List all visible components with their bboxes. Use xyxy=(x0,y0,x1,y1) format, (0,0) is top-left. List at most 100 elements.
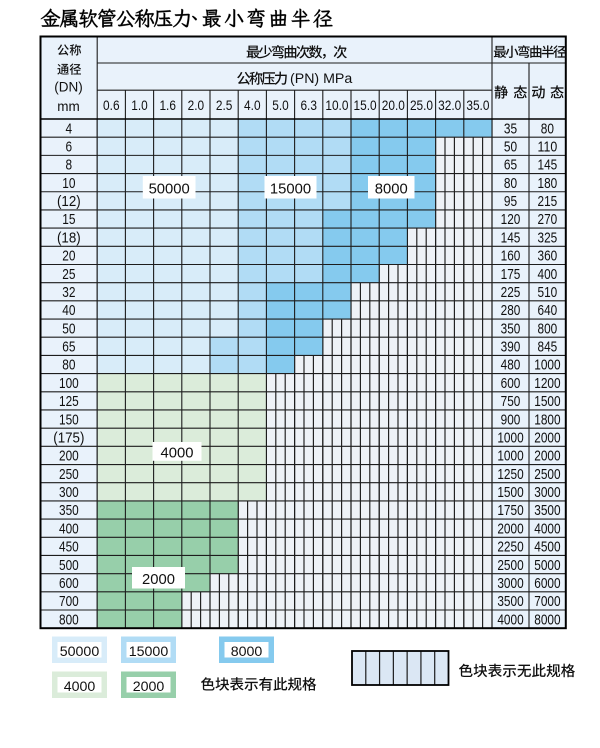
svg-text:8000: 8000 xyxy=(375,181,408,197)
svg-text:750: 750 xyxy=(501,394,521,410)
svg-text:5.0: 5.0 xyxy=(272,98,289,113)
svg-text:1250: 1250 xyxy=(497,467,523,483)
svg-text:500: 500 xyxy=(59,558,79,574)
svg-text:7000: 7000 xyxy=(534,594,560,610)
svg-text:110: 110 xyxy=(538,139,558,155)
svg-text:95: 95 xyxy=(504,194,517,210)
svg-text:360: 360 xyxy=(538,249,558,265)
svg-text:50000: 50000 xyxy=(60,644,100,660)
svg-text:1800: 1800 xyxy=(534,412,560,428)
svg-text:(175): (175) xyxy=(53,430,84,446)
svg-text:2500: 2500 xyxy=(534,467,560,483)
svg-text:(PN) MPa: (PN) MPa xyxy=(290,71,352,87)
svg-text:600: 600 xyxy=(59,576,79,592)
svg-text:2500: 2500 xyxy=(497,558,523,574)
svg-text:150: 150 xyxy=(59,412,79,428)
svg-text:1500: 1500 xyxy=(497,485,523,501)
svg-text:1000: 1000 xyxy=(497,449,523,465)
svg-text:510: 510 xyxy=(538,285,558,301)
svg-text:250: 250 xyxy=(59,467,79,483)
svg-text:8000: 8000 xyxy=(534,612,560,628)
svg-text:3000: 3000 xyxy=(534,485,560,501)
svg-text:175: 175 xyxy=(501,267,521,283)
svg-text:(18): (18) xyxy=(57,230,81,246)
svg-text:4500: 4500 xyxy=(534,540,560,556)
svg-text:1000: 1000 xyxy=(497,430,523,446)
svg-text:700: 700 xyxy=(59,594,79,610)
svg-text:1.6: 1.6 xyxy=(159,98,176,113)
svg-text:2000: 2000 xyxy=(133,679,165,695)
svg-text:1200: 1200 xyxy=(534,376,560,392)
svg-text:80: 80 xyxy=(62,358,75,374)
svg-text:1500: 1500 xyxy=(534,394,560,410)
svg-text:3500: 3500 xyxy=(534,503,560,519)
svg-text:100: 100 xyxy=(59,376,79,392)
svg-text:325: 325 xyxy=(538,230,558,246)
svg-text:(DN): (DN) xyxy=(54,80,83,95)
svg-text:50: 50 xyxy=(62,321,75,337)
svg-text:2000: 2000 xyxy=(497,521,523,537)
svg-text:35: 35 xyxy=(504,121,517,137)
svg-text:640: 640 xyxy=(538,303,558,319)
svg-text:80: 80 xyxy=(504,176,517,192)
svg-text:2250: 2250 xyxy=(497,540,523,556)
svg-text:225: 225 xyxy=(501,285,521,301)
svg-text:120: 120 xyxy=(501,212,521,228)
svg-text:215: 215 xyxy=(538,194,558,210)
svg-text:0.6: 0.6 xyxy=(103,98,120,113)
svg-text:390: 390 xyxy=(501,340,521,356)
svg-text:65: 65 xyxy=(62,340,75,356)
svg-text:8: 8 xyxy=(66,158,73,174)
svg-text:145: 145 xyxy=(501,230,521,246)
svg-text:15.0: 15.0 xyxy=(354,98,377,113)
svg-text:10: 10 xyxy=(62,176,75,192)
svg-text:80: 80 xyxy=(541,121,554,137)
svg-text:2000: 2000 xyxy=(534,449,560,465)
svg-text:15000: 15000 xyxy=(129,644,169,660)
svg-text:800: 800 xyxy=(59,612,79,628)
svg-text:2.0: 2.0 xyxy=(188,98,205,113)
svg-text:6000: 6000 xyxy=(534,576,560,592)
svg-text:4000: 4000 xyxy=(534,521,560,537)
svg-text:280: 280 xyxy=(501,303,521,319)
svg-text:32: 32 xyxy=(62,285,75,301)
svg-text:35.0: 35.0 xyxy=(466,98,489,113)
svg-text:2000: 2000 xyxy=(142,572,175,588)
svg-text:845: 845 xyxy=(538,340,558,356)
svg-text:350: 350 xyxy=(501,321,521,337)
svg-text:600: 600 xyxy=(501,376,521,392)
svg-text:480: 480 xyxy=(501,358,521,374)
svg-text:25: 25 xyxy=(62,267,75,283)
svg-text:15000: 15000 xyxy=(270,181,311,197)
svg-text:300: 300 xyxy=(59,485,79,501)
svg-text:50: 50 xyxy=(504,139,517,155)
svg-text:(12): (12) xyxy=(57,194,81,210)
svg-text:5000: 5000 xyxy=(534,558,560,574)
svg-text:50000: 50000 xyxy=(149,181,190,197)
svg-text:65: 65 xyxy=(504,158,517,174)
svg-text:2.5: 2.5 xyxy=(216,98,233,113)
svg-text:125: 125 xyxy=(59,394,79,410)
svg-text:40: 40 xyxy=(62,303,75,319)
svg-text:900: 900 xyxy=(501,412,521,428)
svg-text:180: 180 xyxy=(538,176,558,192)
svg-text:20.0: 20.0 xyxy=(382,98,405,113)
svg-text:mm: mm xyxy=(57,99,80,114)
svg-text:4000: 4000 xyxy=(161,446,194,462)
svg-text:200: 200 xyxy=(59,449,79,465)
svg-text:3500: 3500 xyxy=(497,594,523,610)
svg-text:4000: 4000 xyxy=(497,612,523,628)
svg-text:25.0: 25.0 xyxy=(410,98,433,113)
svg-text:400: 400 xyxy=(538,267,558,283)
svg-text:4000: 4000 xyxy=(64,679,96,695)
svg-text:6: 6 xyxy=(66,139,73,155)
svg-text:400: 400 xyxy=(59,521,79,537)
svg-text:270: 270 xyxy=(538,212,558,228)
svg-text:20: 20 xyxy=(62,249,75,265)
svg-text:6.3: 6.3 xyxy=(300,98,317,113)
svg-text:4: 4 xyxy=(66,121,73,137)
svg-text:15: 15 xyxy=(62,212,75,228)
svg-text:160: 160 xyxy=(501,249,521,265)
svg-text:1000: 1000 xyxy=(534,358,560,374)
svg-text:4.0: 4.0 xyxy=(244,98,261,113)
